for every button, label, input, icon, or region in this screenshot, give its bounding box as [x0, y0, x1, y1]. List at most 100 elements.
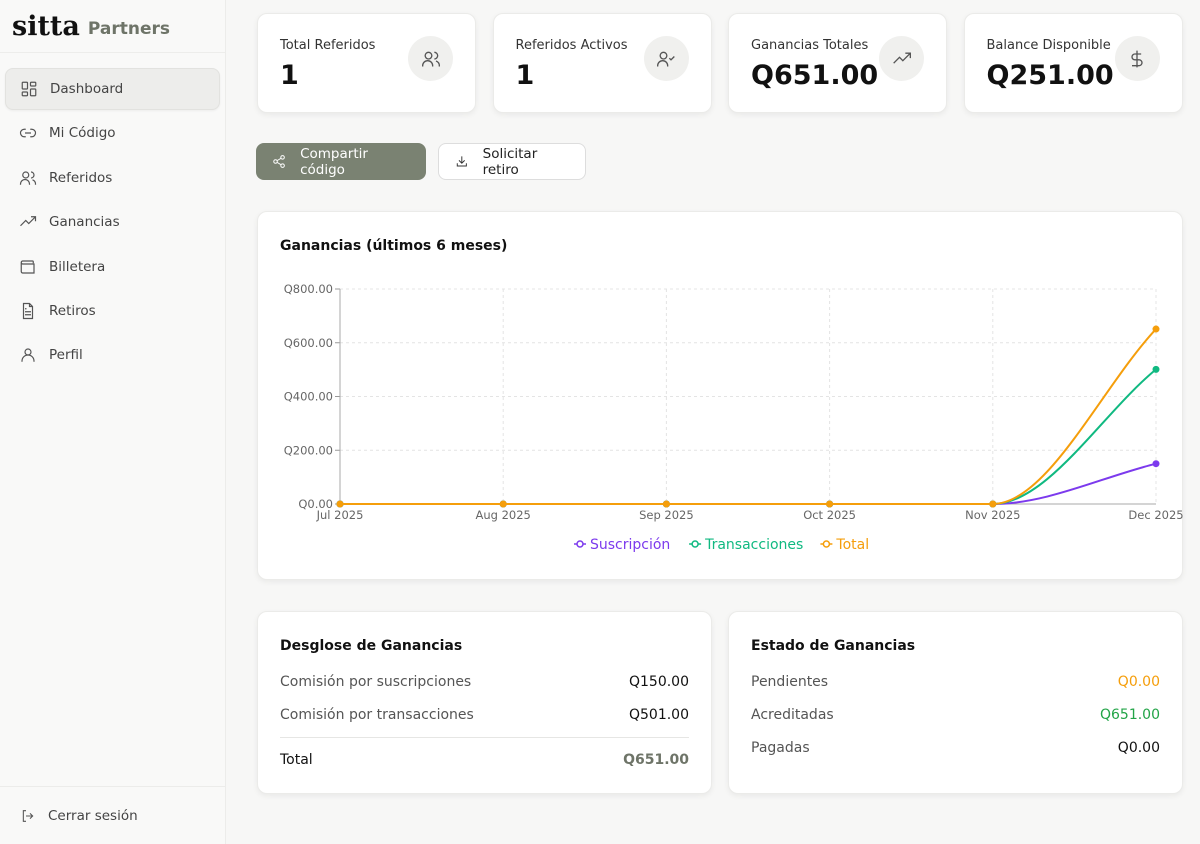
earnings-chart: Q0.00 Q200.00 Q400.00 Q600.00 Q800.00 Jul 202…	[284, 282, 1184, 553]
status-title: Estado de Ganancias	[751, 638, 916, 654]
logo-sub: Partners	[87, 19, 171, 39]
sidebar-item-dashboard[interactable]: Dashboard	[5, 68, 220, 110]
stat-value: 1	[280, 60, 299, 91]
y-tick-label: Q800.00	[284, 282, 333, 296]
earnings-status-card: Estado de Ganancias Pendientes Q0.00 Acred…	[728, 611, 1183, 794]
row-label: Comisión por suscripciones	[280, 674, 472, 690]
earnings-breakdown-card: Desglose de Ganancias Comisión por suscr…	[257, 611, 712, 794]
logout-label: Cerrar sesión	[48, 807, 138, 824]
sidebar-item-ganancias[interactable]: Ganancias	[5, 201, 220, 243]
logout-button[interactable]: Cerrar sesión	[0, 786, 225, 844]
row-value: Q150.00	[628, 674, 689, 690]
y-tick-label: Q400.00	[284, 390, 333, 404]
user-icon	[21, 348, 35, 363]
total-value: Q651.00	[623, 752, 689, 768]
y-tick-label: Q200.00	[284, 443, 333, 457]
status-row: Pagadas Q0.00	[751, 740, 1160, 756]
legend-marker-dot	[576, 540, 584, 548]
sidebar-item-billetera[interactable]: Billetera	[5, 246, 220, 288]
stat-icon-badge	[1114, 36, 1160, 81]
divider	[280, 737, 689, 738]
breakdown-row: Comisión por transacciones Q501.00	[280, 707, 689, 723]
sidebar-item-perfil[interactable]: Perfil	[5, 334, 220, 376]
share-code-label: Compartir código	[300, 145, 368, 178]
x-tick-label: Jul 2025	[316, 508, 364, 522]
stat-label: Referidos Activos	[515, 38, 628, 53]
sidebar-item-label: Billetera	[49, 258, 106, 275]
legend-label: Total	[835, 537, 869, 553]
user-check-icon	[657, 51, 675, 66]
sidebar-item-label: Mi Código	[49, 125, 116, 142]
stat-value: Q651.00	[751, 60, 879, 91]
x-tick-label: Oct 2025	[803, 508, 856, 522]
dashboard-icon	[21, 81, 37, 97]
x-tick-label: Aug 2025	[476, 508, 531, 522]
legend-marker-dot	[691, 540, 699, 548]
stat-label: Balance Disponible	[986, 38, 1111, 53]
row-value: Q651.00	[1099, 707, 1160, 723]
stat-icon-badge	[643, 36, 689, 81]
stat-value: Q251.00	[986, 60, 1114, 91]
trending-up-icon	[20, 216, 37, 227]
sidebar-nav: Dashboard Mi Código Referidos Ganancias Bill…	[0, 53, 225, 394]
stat-value: 1	[515, 60, 535, 91]
link-icon	[19, 129, 37, 138]
dollar-icon	[1131, 50, 1143, 67]
sidebar-item-referidos[interactable]: Referidos	[5, 157, 220, 199]
y-tick-label: Q0.00	[298, 497, 333, 511]
stat-label: Total Referidos	[280, 38, 376, 53]
row-label: Comisión por transacciones	[280, 707, 474, 723]
data-point	[499, 500, 507, 508]
stat-icon-badge	[408, 36, 453, 81]
share-code-button[interactable]: Compartir código	[256, 143, 426, 180]
stat-card: Total Referidos 1	[257, 13, 476, 113]
share-icon	[273, 155, 285, 168]
sidebar-item-retiros[interactable]: Retiros	[5, 290, 220, 332]
sidebar-item-label: Perfil	[49, 347, 83, 364]
data-point	[989, 500, 997, 508]
breakdown-row: Comisión por suscripciones Q150.00	[280, 674, 689, 690]
users-icon	[421, 51, 440, 66]
x-tick-label: Nov 2025	[965, 508, 1020, 522]
total-label: Total	[280, 752, 313, 768]
breakdown-total-row: Total Q651.00	[280, 752, 689, 768]
legend-marker-dot	[822, 540, 831, 548]
row-value: Q0.00	[1117, 674, 1160, 690]
logout-icon	[22, 809, 34, 822]
stat-card: Referidos Activos 1	[492, 13, 712, 113]
download-icon	[456, 156, 467, 167]
sidebar-item-label: Ganancias	[49, 214, 120, 231]
sidebar-item-label: Dashboard	[50, 81, 124, 97]
request-withdrawal-label: Solicitar retiro	[482, 145, 538, 178]
breakdown-title: Desglose de Ganancias	[280, 638, 463, 654]
row-label: Pendientes	[751, 674, 829, 690]
row-label: Pagadas	[751, 740, 810, 756]
sidebar-item-label: Retiros	[49, 302, 96, 319]
x-tick-label: Sep 2025	[639, 508, 694, 522]
series-line-total	[340, 328, 1157, 506]
row-label: Acreditadas	[751, 707, 834, 723]
y-tick-label: Q600.00	[284, 336, 333, 350]
x-tick-label: Dec 2025	[1128, 508, 1183, 522]
legend-label: Suscripción	[590, 537, 670, 553]
data-point	[1152, 325, 1160, 333]
data-point	[1152, 365, 1160, 373]
row-value: Q0.00	[1117, 740, 1160, 756]
data-point	[336, 500, 344, 508]
data-point	[826, 500, 834, 508]
sidebar-item-label: Referidos	[49, 169, 113, 186]
data-point	[662, 500, 670, 508]
logo[interactable]: sitta Partners	[0, 0, 225, 53]
chart-title: Ganancias (últimos 6 meses)	[280, 238, 508, 254]
logo-text: sitta	[12, 11, 80, 42]
wallet-icon	[20, 259, 35, 274]
users-icon	[19, 171, 37, 185]
sidebar-item-mi-codigo[interactable]: Mi Código	[5, 112, 220, 154]
earnings-chart-card: Ganancias (últimos 6 meses) Q0.00 Q200.00…	[257, 211, 1184, 580]
stat-icon-badge	[879, 36, 924, 81]
trending-up-icon	[892, 52, 911, 64]
request-withdrawal-button[interactable]: Solicitar retiro	[438, 143, 586, 180]
status-row: Acreditadas Q651.00	[751, 707, 1160, 723]
status-row: Pendientes Q0.00	[751, 674, 1160, 690]
legend-label: Transacciones	[704, 537, 803, 553]
